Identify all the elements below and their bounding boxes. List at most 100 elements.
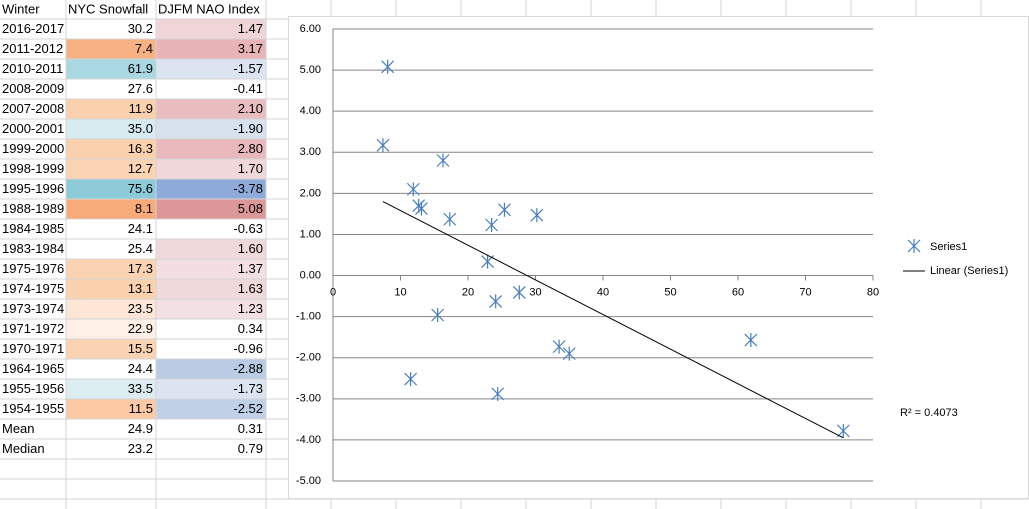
cell-fill [66, 179, 156, 199]
number-cell: 24.4 [128, 361, 153, 376]
label-cell: 2007-2008 [2, 101, 64, 116]
column-header: Winter [2, 1, 40, 16]
cell-fill [66, 339, 156, 359]
label-cell: 1974-1975 [2, 281, 64, 296]
y-tick-label: 0.00 [300, 269, 321, 281]
cell-fill [66, 279, 156, 299]
y-tick-label: 4.00 [300, 105, 321, 117]
column-header: NYC Snowfall [68, 1, 148, 16]
label-cell: 1983-1984 [2, 241, 64, 256]
number-cell: 1.63 [238, 281, 263, 296]
cell-fill [66, 359, 156, 379]
number-cell: 30.2 [128, 21, 153, 36]
y-tick-label: -2.00 [296, 352, 321, 364]
number-cell: 11.5 [129, 401, 153, 416]
number-cell: -0.63 [233, 221, 263, 236]
number-cell: -2.88 [233, 361, 263, 376]
label-cell: 1975-1976 [2, 261, 64, 276]
x-tick-label: 30 [529, 286, 541, 298]
label-cell: 1995-1996 [2, 181, 64, 196]
point-marker [443, 212, 457, 227]
number-cell: -1.57 [233, 61, 263, 76]
cell-fill [66, 379, 156, 399]
number-cell: 23.2 [128, 441, 153, 456]
number-cell: 1.23 [238, 301, 263, 316]
cell-fill [66, 239, 156, 259]
column-header: DJFM NAO Index [158, 1, 260, 16]
cell-fill [156, 399, 266, 419]
x-tick-label: 0 [330, 286, 336, 298]
cell-fill [156, 259, 266, 279]
cell-fill [66, 199, 156, 219]
number-cell: 0.79 [238, 441, 263, 456]
point-marker [562, 346, 576, 361]
cell-fill [156, 219, 266, 239]
cell-fill [156, 39, 266, 59]
number-cell: 3.17 [238, 41, 263, 56]
point-marker [491, 386, 505, 401]
label-cell: 2010-2011 [2, 61, 63, 76]
cell-fill [156, 379, 266, 399]
point-marker [530, 208, 544, 223]
cell-fill [156, 319, 266, 339]
cell-fill [156, 299, 266, 319]
number-cell: 1.70 [238, 161, 263, 176]
x-tick-label: 20 [462, 286, 474, 298]
cell-fill [66, 399, 156, 419]
x-tick-label: 60 [732, 286, 744, 298]
number-cell: 22.9 [128, 321, 153, 336]
label-cell: 2000-2001 [2, 121, 64, 136]
cell-fill [156, 339, 266, 359]
number-cell: 1.37 [238, 261, 263, 276]
label-cell: 2008-2009 [2, 81, 64, 96]
x-tick-label: 70 [799, 286, 811, 298]
point-marker [404, 372, 418, 387]
y-tick-label: -4.00 [296, 434, 321, 446]
number-cell: 1.47 [238, 21, 263, 36]
x-tick-label: 40 [597, 286, 609, 298]
point-marker [498, 202, 511, 217]
y-tick-label: -3.00 [296, 393, 321, 405]
cell-fill [156, 159, 266, 179]
number-cell: 0.34 [238, 321, 263, 336]
cell-fill [66, 119, 156, 139]
number-cell: -0.96 [233, 341, 263, 356]
label-cell: 1984-1985 [2, 221, 64, 236]
chart-area [288, 16, 1029, 499]
label-cell: 2011-2012 [2, 41, 63, 56]
number-cell: 5.08 [238, 201, 263, 216]
number-cell: 24.1 [128, 221, 153, 236]
point-marker [376, 138, 390, 153]
label-cell: 1955-1956 [2, 381, 64, 396]
chart: 6.00 5.00 4.00 3.00 2.00 1.00 0.00 -1.00 -2.00 -3… [296, 23, 1008, 487]
cell-fill [66, 159, 156, 179]
cell-fill [156, 359, 266, 379]
legend-marker [907, 239, 921, 253]
cell-fill [66, 219, 156, 239]
number-cell: -2.52 [233, 401, 263, 416]
label-cell: 1999-2000 [2, 141, 64, 156]
cell-fill [156, 199, 266, 219]
number-cell: 35.0 [128, 121, 153, 136]
cell-fill [156, 19, 266, 39]
number-cell: 24.9 [128, 421, 153, 436]
label-cell: 1988-1989 [2, 201, 64, 216]
cell-fill [66, 39, 156, 59]
legend-label: Linear (Series1) [930, 265, 1008, 277]
cell-fill [66, 79, 156, 99]
label-cell: Median [2, 441, 45, 456]
cell-fill [66, 19, 156, 39]
number-cell: 33.5 [128, 381, 153, 396]
number-cell: -1.73 [233, 381, 263, 396]
y-tick-label: 5.00 [300, 64, 321, 76]
y-tick-label: 6.00 [300, 23, 321, 35]
y-tick-label: 3.00 [300, 146, 321, 158]
number-cell: 75.6 [128, 181, 153, 196]
number-cell: 23.5 [128, 301, 153, 316]
number-cell: 27.6 [128, 81, 153, 96]
label-cell: 1973-1974 [2, 301, 64, 316]
label-cell: 1964-1965 [2, 361, 64, 376]
cell-fill [156, 239, 266, 259]
point-marker [485, 218, 499, 233]
